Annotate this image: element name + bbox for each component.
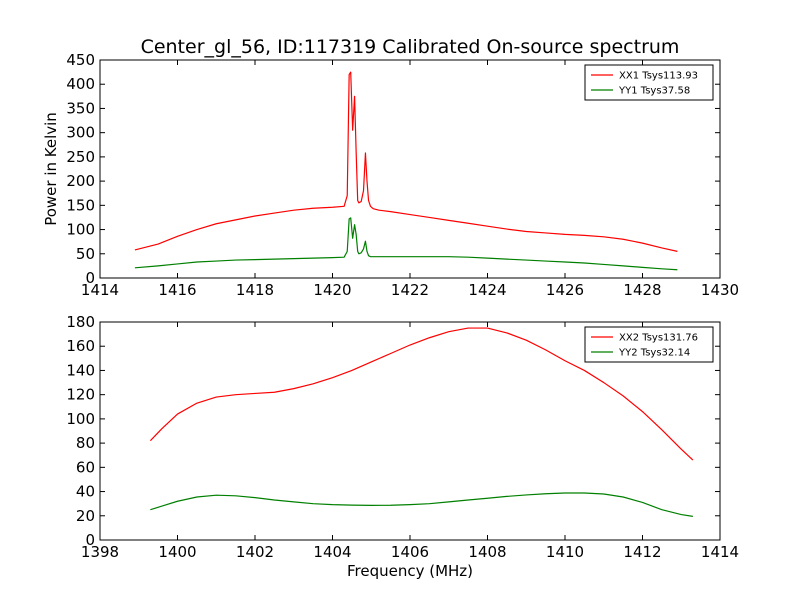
y-tick-label: 40 [76,483,95,501]
legend-entry: XX2 Tsys131.76 [619,333,698,344]
x-tick-label: 1404 [313,543,351,561]
x-tick-label: 1418 [236,281,274,299]
subplot-1: 1414 1416 1418 1420 1422 1424 1426 1428 14300501… [42,51,739,299]
y-axis-label: Power in Kelvin [42,112,60,226]
y-tick-label: 60 [76,458,95,476]
x-tick-label: 1422 [391,281,429,299]
y-tick-label: 100 [66,221,95,239]
legend-box [584,64,714,101]
x-tick-label: 1408 [468,543,506,561]
x-tick-label: 1402 [236,543,274,561]
y-tick-label: 140 [66,361,95,379]
series-line-1 [134,71,678,252]
legend-entry: YY1 Tsys37.58 [618,86,690,97]
y-tick-label: 150 [66,196,95,214]
series-group [134,71,678,271]
x-tick-label: 1426 [546,281,584,299]
x-axis: 1414 1416 1418 1420 1422 1424 1426 1428 1430 [81,60,739,299]
y-tick-label: 120 [66,386,95,404]
y-tick-label: 300 [66,124,95,142]
y-tick-label: 450 [66,51,95,69]
x-tick-label: 1410 [546,543,584,561]
chart-title: Center_gl_56, ID:117319 Calibrated On-so… [141,36,680,58]
legend-box [584,326,714,363]
x-tick-label: 1414 [81,281,119,299]
y-tick-label: 50 [76,245,95,263]
legend: XX2 Tsys131.76 YY2 Tsys32.14 [584,326,714,363]
y-tick-label: 160 [66,337,95,355]
y-tick-label: 400 [66,75,95,93]
x-tick-label: 1406 [391,543,429,561]
y-axis: 0 20 40 60 80 100 120 140 160 180 [66,313,720,549]
y-tick-label: 0 [85,531,95,549]
x-tick-label: 1398 [81,543,119,561]
series-line-2 [150,492,693,517]
x-tick-label: 1414 [701,543,739,561]
legend-entry: XX1 Tsys113.93 [619,71,698,82]
series-group [149,327,694,517]
x-tick-label: 1420 [313,281,351,299]
x-axis-label: Frequency (MHz) [347,562,473,580]
x-tick-label: 1430 [701,281,739,299]
x-tick-label: 1424 [468,281,506,299]
y-tick-label: 100 [66,410,95,428]
x-tick-label: 1416 [158,281,196,299]
y-tick-label: 20 [76,507,95,525]
y-tick-label: 80 [76,434,95,452]
y-tick-label: 250 [66,148,95,166]
y-axis: 0 50 100 150 200 250 300 350 400 450 [66,51,720,287]
subplot-2: 1398 1400 1402 1404 1406 1408 1410 1412 1414 0 20 4… [66,313,739,580]
y-tick-label: 180 [66,313,95,331]
series-line-2 [134,217,678,271]
legend: XX1 Tsys113.93 YY1 Tsys37.58 [584,64,714,101]
y-tick-label: 0 [85,269,95,287]
x-tick-label: 1412 [623,543,661,561]
x-axis: 1398 1400 1402 1404 1406 1408 1410 1412 1414 [81,322,739,561]
series-line-1 [149,327,694,461]
y-tick-label: 200 [66,172,95,190]
x-tick-label: 1428 [623,281,661,299]
y-tick-label: 350 [66,99,95,117]
legend-entry: YY2 Tsys32.14 [618,348,690,359]
x-tick-label: 1400 [158,543,196,561]
